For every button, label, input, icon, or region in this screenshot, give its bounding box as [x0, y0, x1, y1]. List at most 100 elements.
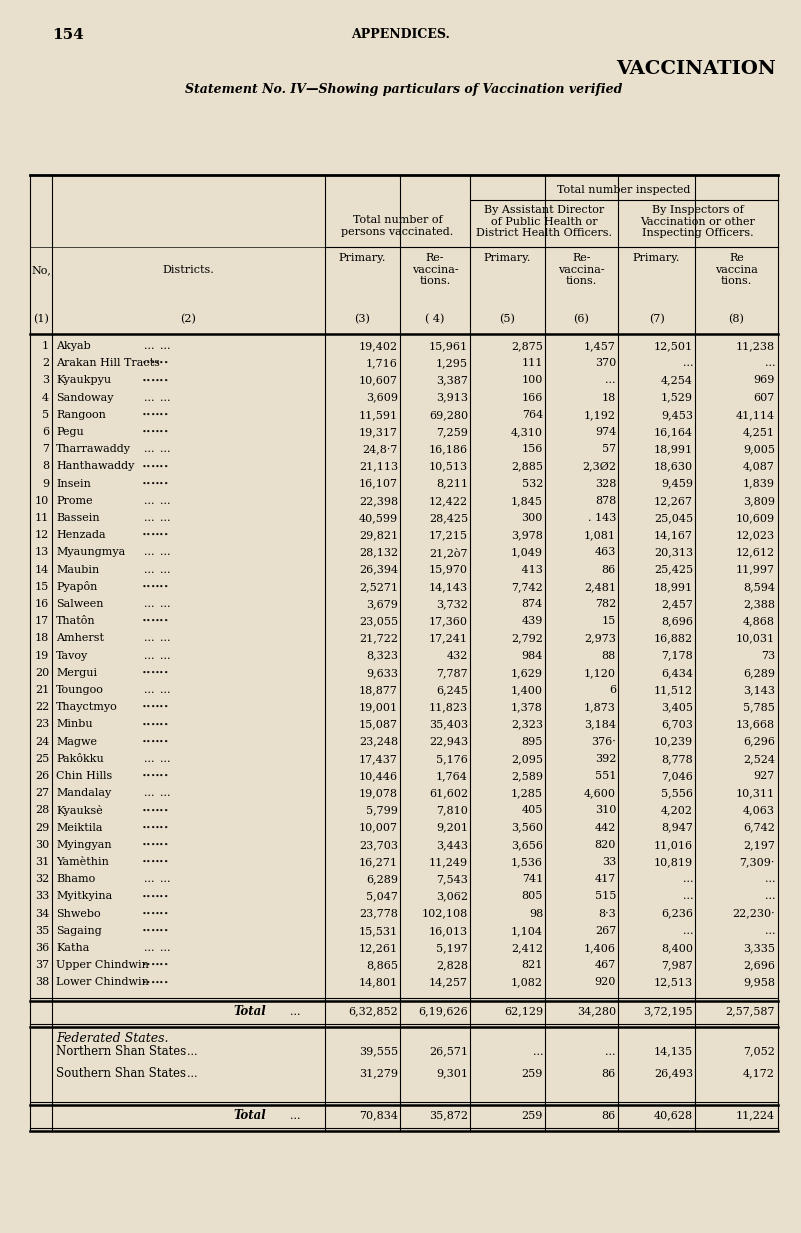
- Text: 15: 15: [602, 616, 616, 626]
- Text: Prome: Prome: [56, 496, 93, 506]
- Text: ...: ...: [764, 359, 775, 369]
- Text: •••: •••: [155, 737, 170, 746]
- Text: 8,778: 8,778: [662, 753, 693, 763]
- Text: 11: 11: [34, 513, 49, 523]
- Text: 8,865: 8,865: [366, 961, 398, 970]
- Text: ...: ...: [160, 444, 171, 454]
- Text: ...: ...: [160, 788, 171, 798]
- Text: 2,481: 2,481: [584, 582, 616, 592]
- Text: •••: •••: [155, 480, 170, 487]
- Text: Total number of
persons vaccinated.: Total number of persons vaccinated.: [341, 215, 453, 237]
- Text: 4,087: 4,087: [743, 461, 775, 471]
- Text: 4,063: 4,063: [743, 805, 775, 815]
- Text: •••: •••: [155, 618, 170, 625]
- Text: 11,997: 11,997: [736, 565, 775, 575]
- Text: 18,877: 18,877: [359, 686, 398, 695]
- Text: Hanthawaddy: Hanthawaddy: [56, 461, 135, 471]
- Text: 24,8·7: 24,8·7: [363, 444, 398, 454]
- Text: ...: ...: [144, 342, 155, 351]
- Text: •••: •••: [142, 806, 157, 815]
- Text: 17,241: 17,241: [429, 634, 468, 644]
- Text: Total number inspected: Total number inspected: [557, 185, 690, 195]
- Text: 20: 20: [34, 668, 49, 678]
- Text: 6,703: 6,703: [661, 719, 693, 730]
- Text: Maubin: Maubin: [56, 565, 99, 575]
- Text: 15,087: 15,087: [359, 719, 398, 730]
- Text: 2,197: 2,197: [743, 840, 775, 850]
- Text: 36: 36: [34, 943, 49, 953]
- Text: •••: •••: [142, 480, 157, 487]
- Text: 34,280: 34,280: [577, 1006, 616, 1016]
- Text: 33: 33: [34, 891, 49, 901]
- Text: 6,19,626: 6,19,626: [418, 1006, 468, 1016]
- Text: 9,633: 9,633: [366, 668, 398, 678]
- Text: 878: 878: [595, 496, 616, 506]
- Text: 1,457: 1,457: [584, 342, 616, 351]
- Text: 20,313: 20,313: [654, 547, 693, 557]
- Text: 392: 392: [594, 753, 616, 763]
- Text: 19: 19: [34, 651, 49, 661]
- Text: 10: 10: [34, 496, 49, 506]
- Text: 376·: 376·: [591, 736, 616, 747]
- Text: •••: •••: [142, 772, 157, 780]
- Text: 19,078: 19,078: [359, 788, 398, 798]
- Text: ...: ...: [144, 634, 155, 644]
- Text: 88: 88: [602, 651, 616, 661]
- Text: 3,405: 3,405: [661, 703, 693, 713]
- Text: ...: ...: [764, 891, 775, 901]
- Text: 1,082: 1,082: [511, 978, 543, 988]
- Text: 23,248: 23,248: [359, 736, 398, 747]
- Text: •••: •••: [142, 376, 157, 385]
- Text: Myaungmya: Myaungmya: [56, 547, 125, 557]
- Text: •••: •••: [155, 531, 170, 539]
- Text: 551: 551: [594, 771, 616, 780]
- Text: 21: 21: [34, 686, 49, 695]
- Text: ...: ...: [764, 874, 775, 884]
- Text: •••: •••: [142, 737, 157, 746]
- Text: 1,406: 1,406: [584, 943, 616, 953]
- Text: 7,787: 7,787: [437, 668, 468, 678]
- Text: ...: ...: [160, 874, 171, 884]
- Text: ...: ...: [160, 943, 171, 953]
- Text: ...: ...: [160, 342, 171, 351]
- Text: 607: 607: [754, 392, 775, 403]
- Text: 4,868: 4,868: [743, 616, 775, 626]
- Text: •••: •••: [155, 858, 170, 866]
- Text: ...: ...: [144, 513, 155, 523]
- Text: 57: 57: [602, 444, 616, 454]
- Text: 1,536: 1,536: [511, 857, 543, 867]
- Text: 3,732: 3,732: [436, 599, 468, 609]
- Text: 467: 467: [595, 961, 616, 970]
- Text: 86: 86: [602, 1069, 616, 1079]
- Text: 11,249: 11,249: [429, 857, 468, 867]
- Text: Kyauksè: Kyauksè: [56, 805, 103, 816]
- Text: 37: 37: [35, 961, 49, 970]
- Text: 18,630: 18,630: [654, 461, 693, 471]
- Text: 3,913: 3,913: [436, 392, 468, 403]
- Text: ...: ...: [144, 943, 155, 953]
- Text: 2,696: 2,696: [743, 961, 775, 970]
- Text: Katha: Katha: [56, 943, 90, 953]
- Text: 40,628: 40,628: [654, 1111, 693, 1121]
- Text: Lower Chindwin: Lower Chindwin: [56, 978, 149, 988]
- Text: APPENDICES.: APPENDICES.: [352, 28, 450, 41]
- Text: 29,821: 29,821: [359, 530, 398, 540]
- Text: 31,279: 31,279: [359, 1069, 398, 1079]
- Text: 6,245: 6,245: [436, 686, 468, 695]
- Text: 12,501: 12,501: [654, 342, 693, 351]
- Text: Myitkyina: Myitkyina: [56, 891, 112, 901]
- Text: 442: 442: [594, 822, 616, 832]
- Text: 73: 73: [761, 651, 775, 661]
- Text: Minbu: Minbu: [56, 719, 93, 730]
- Text: •••: •••: [142, 531, 157, 539]
- Text: 7,046: 7,046: [661, 771, 693, 780]
- Text: 259: 259: [521, 1069, 543, 1079]
- Text: Thayctmyo: Thayctmyo: [56, 703, 118, 713]
- Text: ...: ...: [160, 547, 171, 557]
- Text: 741: 741: [521, 874, 543, 884]
- Text: 300: 300: [521, 513, 543, 523]
- Text: 4,310: 4,310: [511, 427, 543, 436]
- Text: 1,873: 1,873: [584, 703, 616, 713]
- Text: 16,164: 16,164: [654, 427, 693, 436]
- Text: 35,403: 35,403: [429, 719, 468, 730]
